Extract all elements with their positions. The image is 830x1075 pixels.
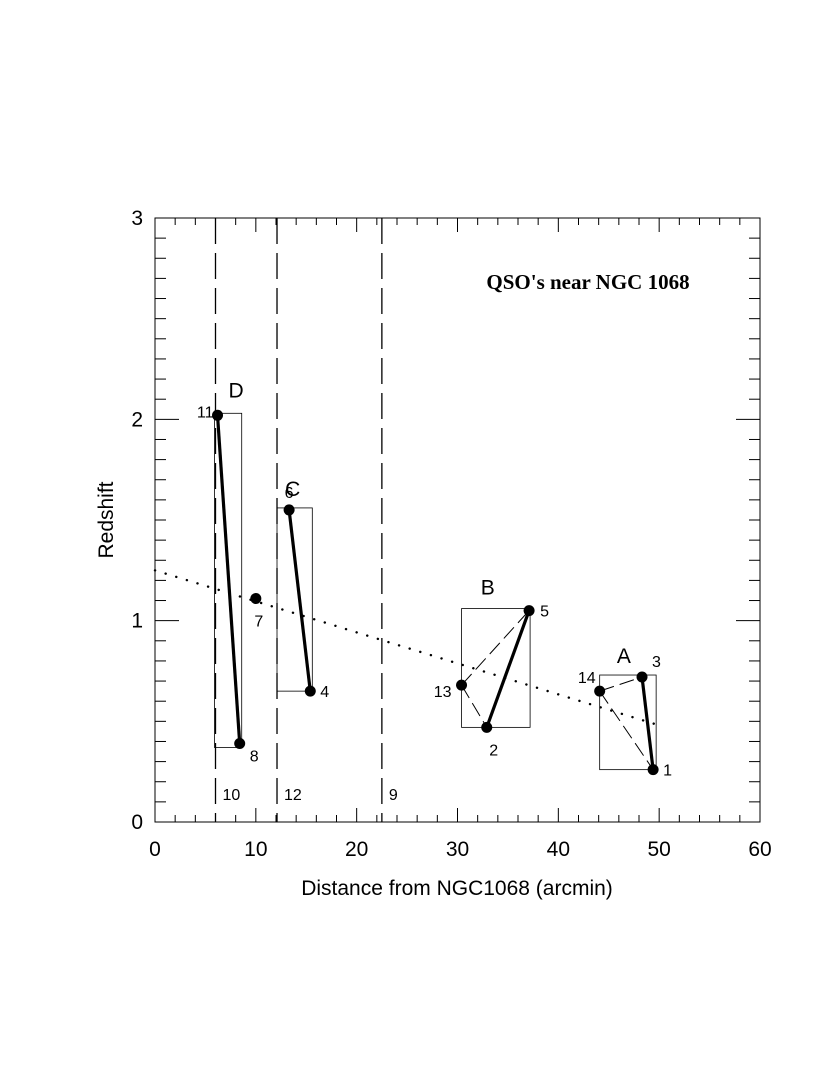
group-label-C: C <box>285 478 300 501</box>
group-box-D <box>214 412 243 748</box>
x-axis-label: Distance from NGC1068 (arcmin) <box>301 877 613 900</box>
data-point-8 <box>234 737 246 749</box>
point-label-2: 2 <box>489 742 498 759</box>
x-tick-label: 30 <box>446 838 469 861</box>
data-point-3 <box>636 671 648 683</box>
data-point-2 <box>481 721 493 733</box>
data-point-6 <box>283 504 295 516</box>
solid-link-6-4 <box>287 509 312 692</box>
group-label-D: D <box>229 379 244 402</box>
point-label-4: 4 <box>320 684 329 701</box>
dashed-link-14-1 <box>599 690 654 770</box>
group-box-C <box>276 507 313 692</box>
data-point-4 <box>304 685 316 697</box>
x-tick-label: 10 <box>244 838 267 861</box>
point-label-3: 3 <box>652 654 661 671</box>
point-label-7: 7 <box>254 614 263 631</box>
point-label-6: 6 <box>285 485 294 502</box>
vline-label-10: 10 <box>223 787 241 804</box>
point-label-14: 14 <box>578 670 596 687</box>
group-boxes: A B C D <box>214 379 657 771</box>
trend-line-layer <box>153 569 661 727</box>
vline-label-9: 9 <box>389 787 398 804</box>
point-label-5: 5 <box>540 604 549 621</box>
solid-link-11-8 <box>215 415 242 744</box>
dashed-vertical-lines: 10 12 9 <box>214 218 398 822</box>
point-label-13: 13 <box>434 684 452 701</box>
y-axis-label: Redshift <box>95 481 118 558</box>
x-tick-label: 40 <box>547 838 570 861</box>
group-label-B: B <box>481 577 495 600</box>
y-tick-label: 1 <box>131 610 143 633</box>
points-layer: 1 2 3 4 5 6 7 8 11 13 14 <box>197 404 672 779</box>
x-tick-label: 50 <box>647 838 670 861</box>
data-point-11 <box>212 409 224 421</box>
dashed-link-14-3 <box>599 676 643 692</box>
data-point-1 <box>647 764 659 776</box>
y-tick-label: 2 <box>131 408 143 431</box>
plot-frame <box>154 217 761 823</box>
group-label-A: A <box>617 645 631 668</box>
links-layer <box>215 415 655 770</box>
y-tick-label: 0 <box>131 811 143 834</box>
solid-link-3-1 <box>640 676 655 770</box>
dashed-link-13-5 <box>461 610 530 686</box>
chart-title: QSO's near NGC 1068 <box>486 270 689 294</box>
data-point-14 <box>594 685 606 697</box>
y-tick-label: 3 <box>131 207 143 230</box>
data-point-7 <box>250 593 262 605</box>
group-box-B <box>461 608 531 728</box>
dashed-link-13-2 <box>461 684 488 728</box>
point-label-1: 1 <box>663 763 672 780</box>
data-point-5 <box>523 605 535 617</box>
point-label-11: 11 <box>197 404 214 421</box>
trend-line <box>153 569 661 727</box>
x-tick-label: 0 <box>149 838 161 861</box>
x-tick-label: 20 <box>345 838 368 861</box>
group-box-A <box>599 674 657 771</box>
point-label-8: 8 <box>250 748 259 765</box>
x-tick-label: 60 <box>748 838 771 861</box>
vline-label-12: 12 <box>284 787 302 804</box>
data-point-13 <box>456 679 468 691</box>
solid-link-2-5 <box>485 610 531 728</box>
